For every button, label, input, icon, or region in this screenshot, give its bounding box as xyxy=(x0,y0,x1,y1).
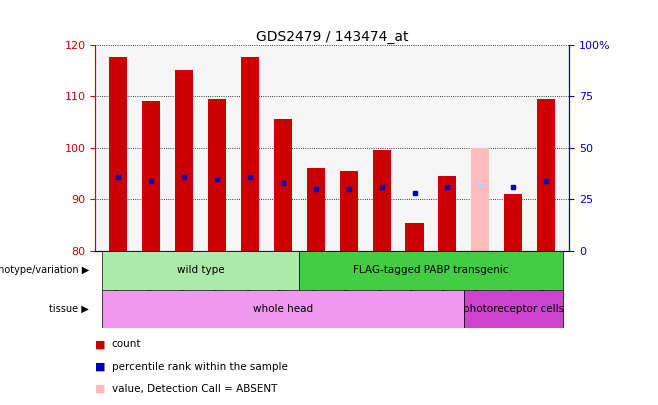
Bar xyxy=(504,194,522,251)
Text: genotype/variation ▶: genotype/variation ▶ xyxy=(0,265,89,275)
Bar xyxy=(109,58,128,251)
Text: ■: ■ xyxy=(95,362,106,371)
Text: count: count xyxy=(112,339,141,349)
Text: tissue ▶: tissue ▶ xyxy=(49,304,89,314)
Bar xyxy=(307,168,325,251)
Bar xyxy=(537,99,555,251)
Bar xyxy=(299,251,563,290)
Text: whole head: whole head xyxy=(253,304,313,314)
Bar xyxy=(208,99,226,251)
Text: FLAG-tagged PABP transgenic: FLAG-tagged PABP transgenic xyxy=(353,265,509,275)
Text: wild type: wild type xyxy=(177,265,224,275)
Bar xyxy=(340,171,358,251)
Text: ■: ■ xyxy=(95,339,106,349)
Bar xyxy=(464,290,563,328)
Text: value, Detection Call = ABSENT: value, Detection Call = ABSENT xyxy=(112,384,277,394)
Bar xyxy=(274,119,292,251)
Bar xyxy=(438,176,457,251)
Bar xyxy=(405,223,424,251)
Bar xyxy=(102,251,299,290)
Bar xyxy=(175,70,193,251)
Title: GDS2479 / 143474_at: GDS2479 / 143474_at xyxy=(256,30,409,43)
Bar xyxy=(241,58,259,251)
Text: photoreceptor cells: photoreceptor cells xyxy=(463,304,564,314)
Bar xyxy=(142,101,161,251)
Bar xyxy=(372,150,391,251)
Text: percentile rank within the sample: percentile rank within the sample xyxy=(112,362,288,371)
Text: ■: ■ xyxy=(95,384,106,394)
Bar xyxy=(471,148,490,251)
Bar xyxy=(102,290,464,328)
